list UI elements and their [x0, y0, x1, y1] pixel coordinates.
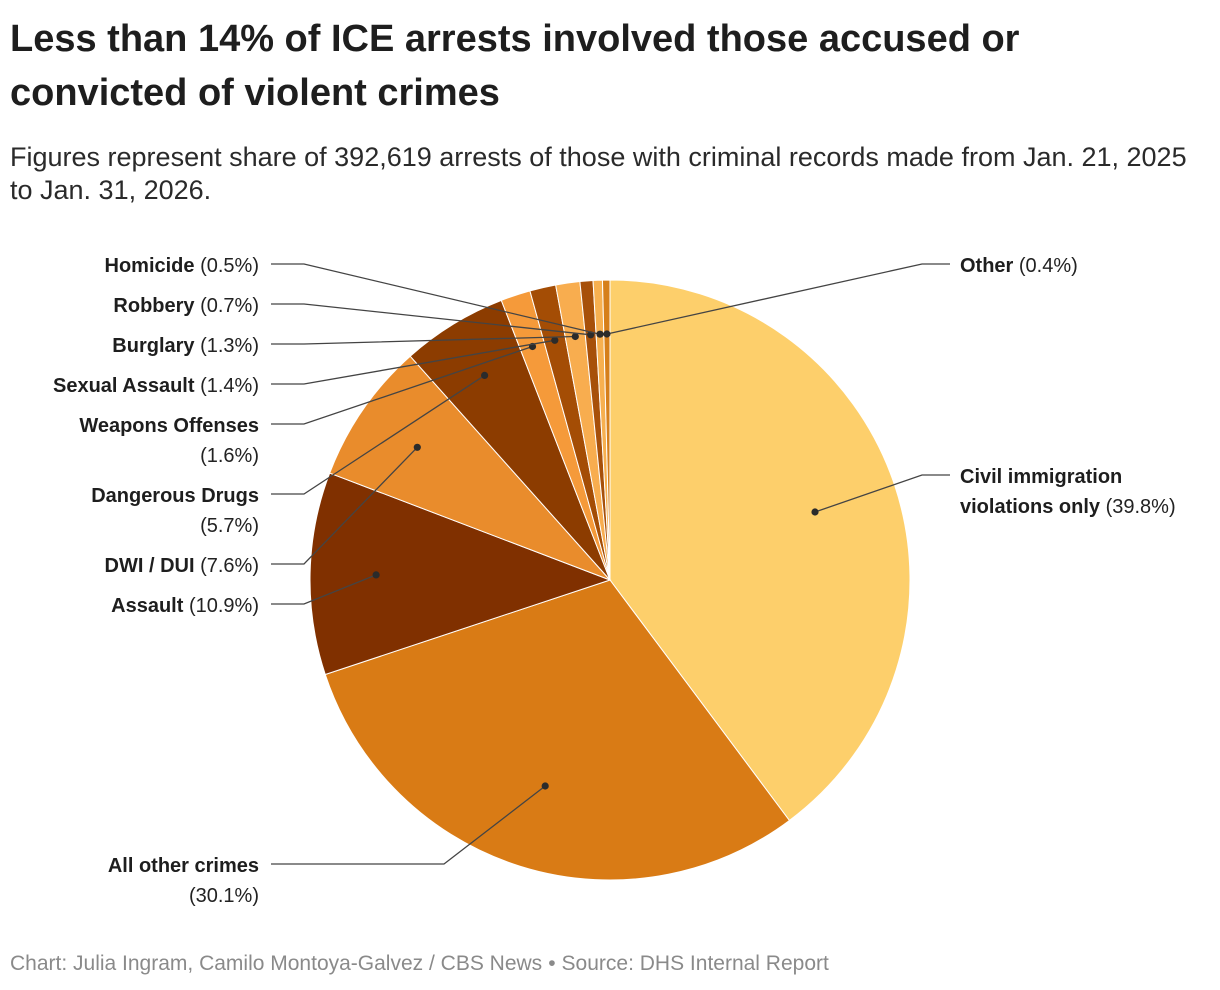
- pie-slice-assault: [309, 472, 612, 676]
- label-name: Weapons Offenses: [79, 415, 259, 437]
- leader-line-homicide: [271, 263, 601, 335]
- leader-line-burglary: [271, 335, 576, 345]
- pie-slice-civil-immigration-violations-only: [609, 279, 911, 822]
- label-pct: (0.4%): [1013, 255, 1077, 277]
- leader-dot-sexual-assault: [551, 336, 559, 344]
- leader-line-sexual-assault: [271, 339, 555, 385]
- label-pct: (0.7%): [195, 295, 259, 317]
- label-name: Homicide: [105, 255, 195, 277]
- leader-line-other: [606, 263, 950, 335]
- pie-slice-dwi-dui: [329, 355, 611, 581]
- label-name: Burglary: [112, 335, 195, 357]
- leader-dot-homicide: [596, 330, 604, 338]
- slice-label-weapons-offenses: Weapons Offenses (1.6%): [79, 415, 259, 467]
- leader-dot-civil-immigration-violations-only: [811, 508, 819, 516]
- label-name: Sexual Assault: [53, 375, 195, 397]
- label-pct: (5.7%): [200, 515, 259, 537]
- leader-dot-dwi-dui: [413, 443, 421, 451]
- slice-label-other: Other (0.4%): [960, 255, 1078, 277]
- slice-labels: Civil immigration violations only (39.8%)…: [53, 255, 1176, 907]
- slice-label-sexual-assault: Sexual Assault (1.4%): [53, 375, 259, 397]
- slice-label-all-other-crimes: All other crimes (30.1%): [108, 855, 259, 907]
- pie-slice-other: [601, 279, 611, 581]
- leader-line-civil-immigration-violations-only: [814, 474, 950, 513]
- leader-dot-burglary: [571, 332, 579, 341]
- label-pct: (1.4%): [195, 375, 259, 397]
- label-pct: (7.6%): [195, 555, 259, 577]
- slice-label-dwi-dui: DWI / DUI (7.6%): [105, 555, 259, 577]
- label-name: Assault: [111, 595, 184, 617]
- leader-dot-all-other-crimes: [541, 782, 549, 790]
- chart-title: Less than 14% of ICE arrests involved th…: [10, 18, 1020, 114]
- label-name-line2: violations only: [960, 496, 1101, 518]
- source-text: Source: DHS Internal Report: [561, 952, 829, 975]
- label-pct: (30.1%): [189, 885, 259, 907]
- slice-label-homicide: Homicide (0.5%): [105, 255, 260, 277]
- slice-label-dangerous-drugs: Dangerous Drugs (5.7%): [91, 485, 259, 537]
- leader-dot-dangerous-drugs: [481, 371, 489, 379]
- label-pct: (10.9%): [183, 595, 259, 617]
- leader-line-dwi-dui: [271, 446, 418, 565]
- label-name: Robbery: [113, 295, 195, 317]
- leader-line-all-other-crimes: [271, 785, 546, 865]
- label-pct: (1.6%): [200, 445, 259, 467]
- slice-label-robbery: Robbery (0.7%): [113, 295, 259, 317]
- chart-subtitle: Figures represent share of 392,619 arres…: [10, 142, 1187, 205]
- leader-line-weapons-offenses: [271, 345, 533, 425]
- slice-label-burglary: Burglary (1.3%): [112, 335, 259, 357]
- chart-footer: Chart: Julia Ingram, Camilo Montoya-Galv…: [10, 950, 829, 978]
- label-name: DWI / DUI: [105, 555, 195, 577]
- slice-label-assault: Assault (10.9%): [111, 595, 259, 617]
- leader-dot-other: [603, 330, 611, 338]
- pie-chart: Civil immigration violations only (39.8%)…: [53, 255, 1176, 907]
- label-name: Other: [960, 255, 1014, 277]
- pie-slice-all-other-crimes: [324, 579, 791, 881]
- slice-label-civil-immigration-violations-only: Civil immigration violations only (39.8%): [960, 466, 1176, 518]
- label-name: All other crimes: [108, 855, 259, 877]
- leader-dot-assault: [372, 571, 380, 579]
- credit-text: Chart: Julia Ingram, Camilo Montoya-Galv…: [10, 952, 543, 975]
- label-name-line1: Civil immigration: [960, 466, 1122, 488]
- leader-line-assault: [271, 574, 377, 605]
- label-pct: (1.3%): [195, 335, 259, 357]
- leader-lines: [271, 263, 950, 865]
- footer-separator: •: [548, 952, 556, 975]
- pie-slices: [309, 279, 911, 881]
- leader-line-dangerous-drugs: [271, 374, 485, 495]
- label-pct: (0.5%): [195, 255, 259, 277]
- leader-line-robbery: [271, 303, 591, 336]
- label-name: Dangerous Drugs: [91, 485, 259, 507]
- label-pct: (39.8%): [1100, 496, 1176, 518]
